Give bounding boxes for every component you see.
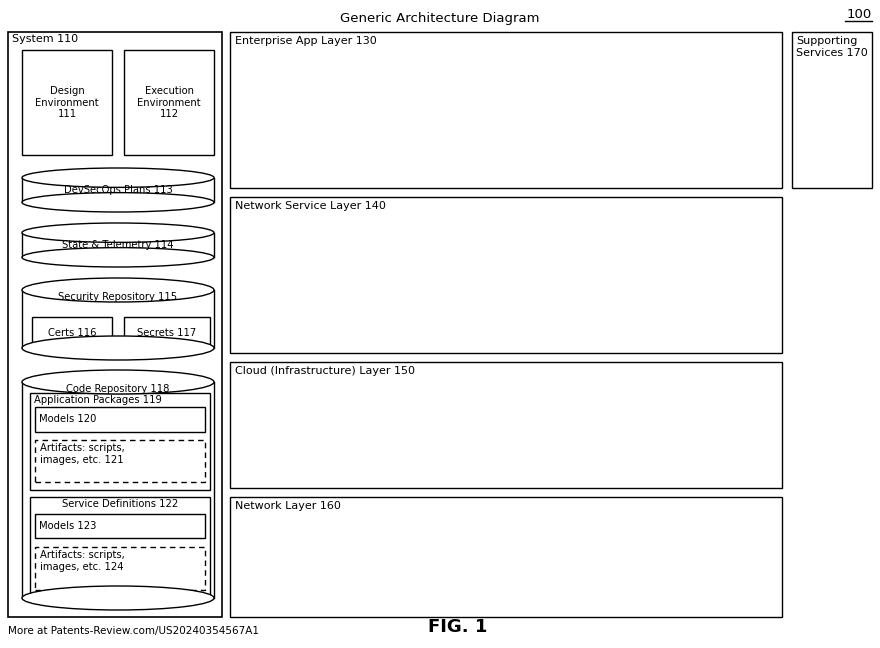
Text: Execution
Environment
112: Execution Environment 112 <box>137 86 201 119</box>
Bar <box>230 497 782 617</box>
Bar <box>30 393 210 490</box>
Bar <box>35 407 205 432</box>
Bar <box>230 197 782 353</box>
Text: Network Layer 160: Network Layer 160 <box>235 501 341 511</box>
Text: Cloud (Infrastructure) Layer 150: Cloud (Infrastructure) Layer 150 <box>235 366 415 376</box>
Text: Generic Architecture Diagram: Generic Architecture Diagram <box>341 12 539 25</box>
Bar <box>35 440 205 482</box>
Text: Code Repository 118: Code Repository 118 <box>66 384 170 394</box>
Bar <box>32 317 112 348</box>
Bar <box>30 497 210 600</box>
Ellipse shape <box>22 278 214 302</box>
Ellipse shape <box>22 370 214 394</box>
Bar <box>22 290 214 348</box>
Ellipse shape <box>22 168 214 187</box>
Bar <box>22 178 214 202</box>
Text: 100: 100 <box>847 8 872 21</box>
Text: System 110: System 110 <box>12 34 78 44</box>
Text: Models 120: Models 120 <box>39 415 97 424</box>
Bar <box>124 317 210 348</box>
Text: Supporting
Services 170: Supporting Services 170 <box>796 36 868 58</box>
Bar <box>230 362 782 488</box>
Text: Secrets 117: Secrets 117 <box>137 327 196 338</box>
Bar <box>35 547 205 590</box>
Bar <box>22 382 214 598</box>
Ellipse shape <box>22 192 214 212</box>
Text: Artifacts: scripts,
images, etc. 121: Artifacts: scripts, images, etc. 121 <box>40 443 125 465</box>
Text: Application Packages 119: Application Packages 119 <box>34 395 162 405</box>
Bar <box>8 32 222 617</box>
Text: Service Definitions 122: Service Definitions 122 <box>62 499 178 509</box>
Bar <box>792 32 872 188</box>
Text: Certs 116: Certs 116 <box>48 327 96 338</box>
Bar <box>35 514 205 538</box>
Ellipse shape <box>22 586 214 610</box>
Ellipse shape <box>22 223 214 242</box>
Text: More at Patents-Review.com/US20240354567A1: More at Patents-Review.com/US20240354567… <box>8 626 259 636</box>
Ellipse shape <box>22 336 214 360</box>
Bar <box>22 50 112 155</box>
Ellipse shape <box>22 248 214 267</box>
Bar <box>22 233 214 257</box>
Text: DevSecOps Plans 113: DevSecOps Plans 113 <box>63 185 172 195</box>
Text: State & Telemetry 114: State & Telemetry 114 <box>62 240 173 250</box>
Text: Network Service Layer 140: Network Service Layer 140 <box>235 201 385 211</box>
Bar <box>230 32 782 188</box>
Text: FIG. 1: FIG. 1 <box>428 618 488 636</box>
Bar <box>124 50 214 155</box>
Text: Security Repository 115: Security Repository 115 <box>58 292 178 302</box>
Text: Artifacts: scripts,
images, etc. 124: Artifacts: scripts, images, etc. 124 <box>40 550 125 572</box>
Text: Design
Environment
111: Design Environment 111 <box>35 86 99 119</box>
Text: Enterprise App Layer 130: Enterprise App Layer 130 <box>235 36 377 46</box>
Text: Models 123: Models 123 <box>39 521 97 531</box>
